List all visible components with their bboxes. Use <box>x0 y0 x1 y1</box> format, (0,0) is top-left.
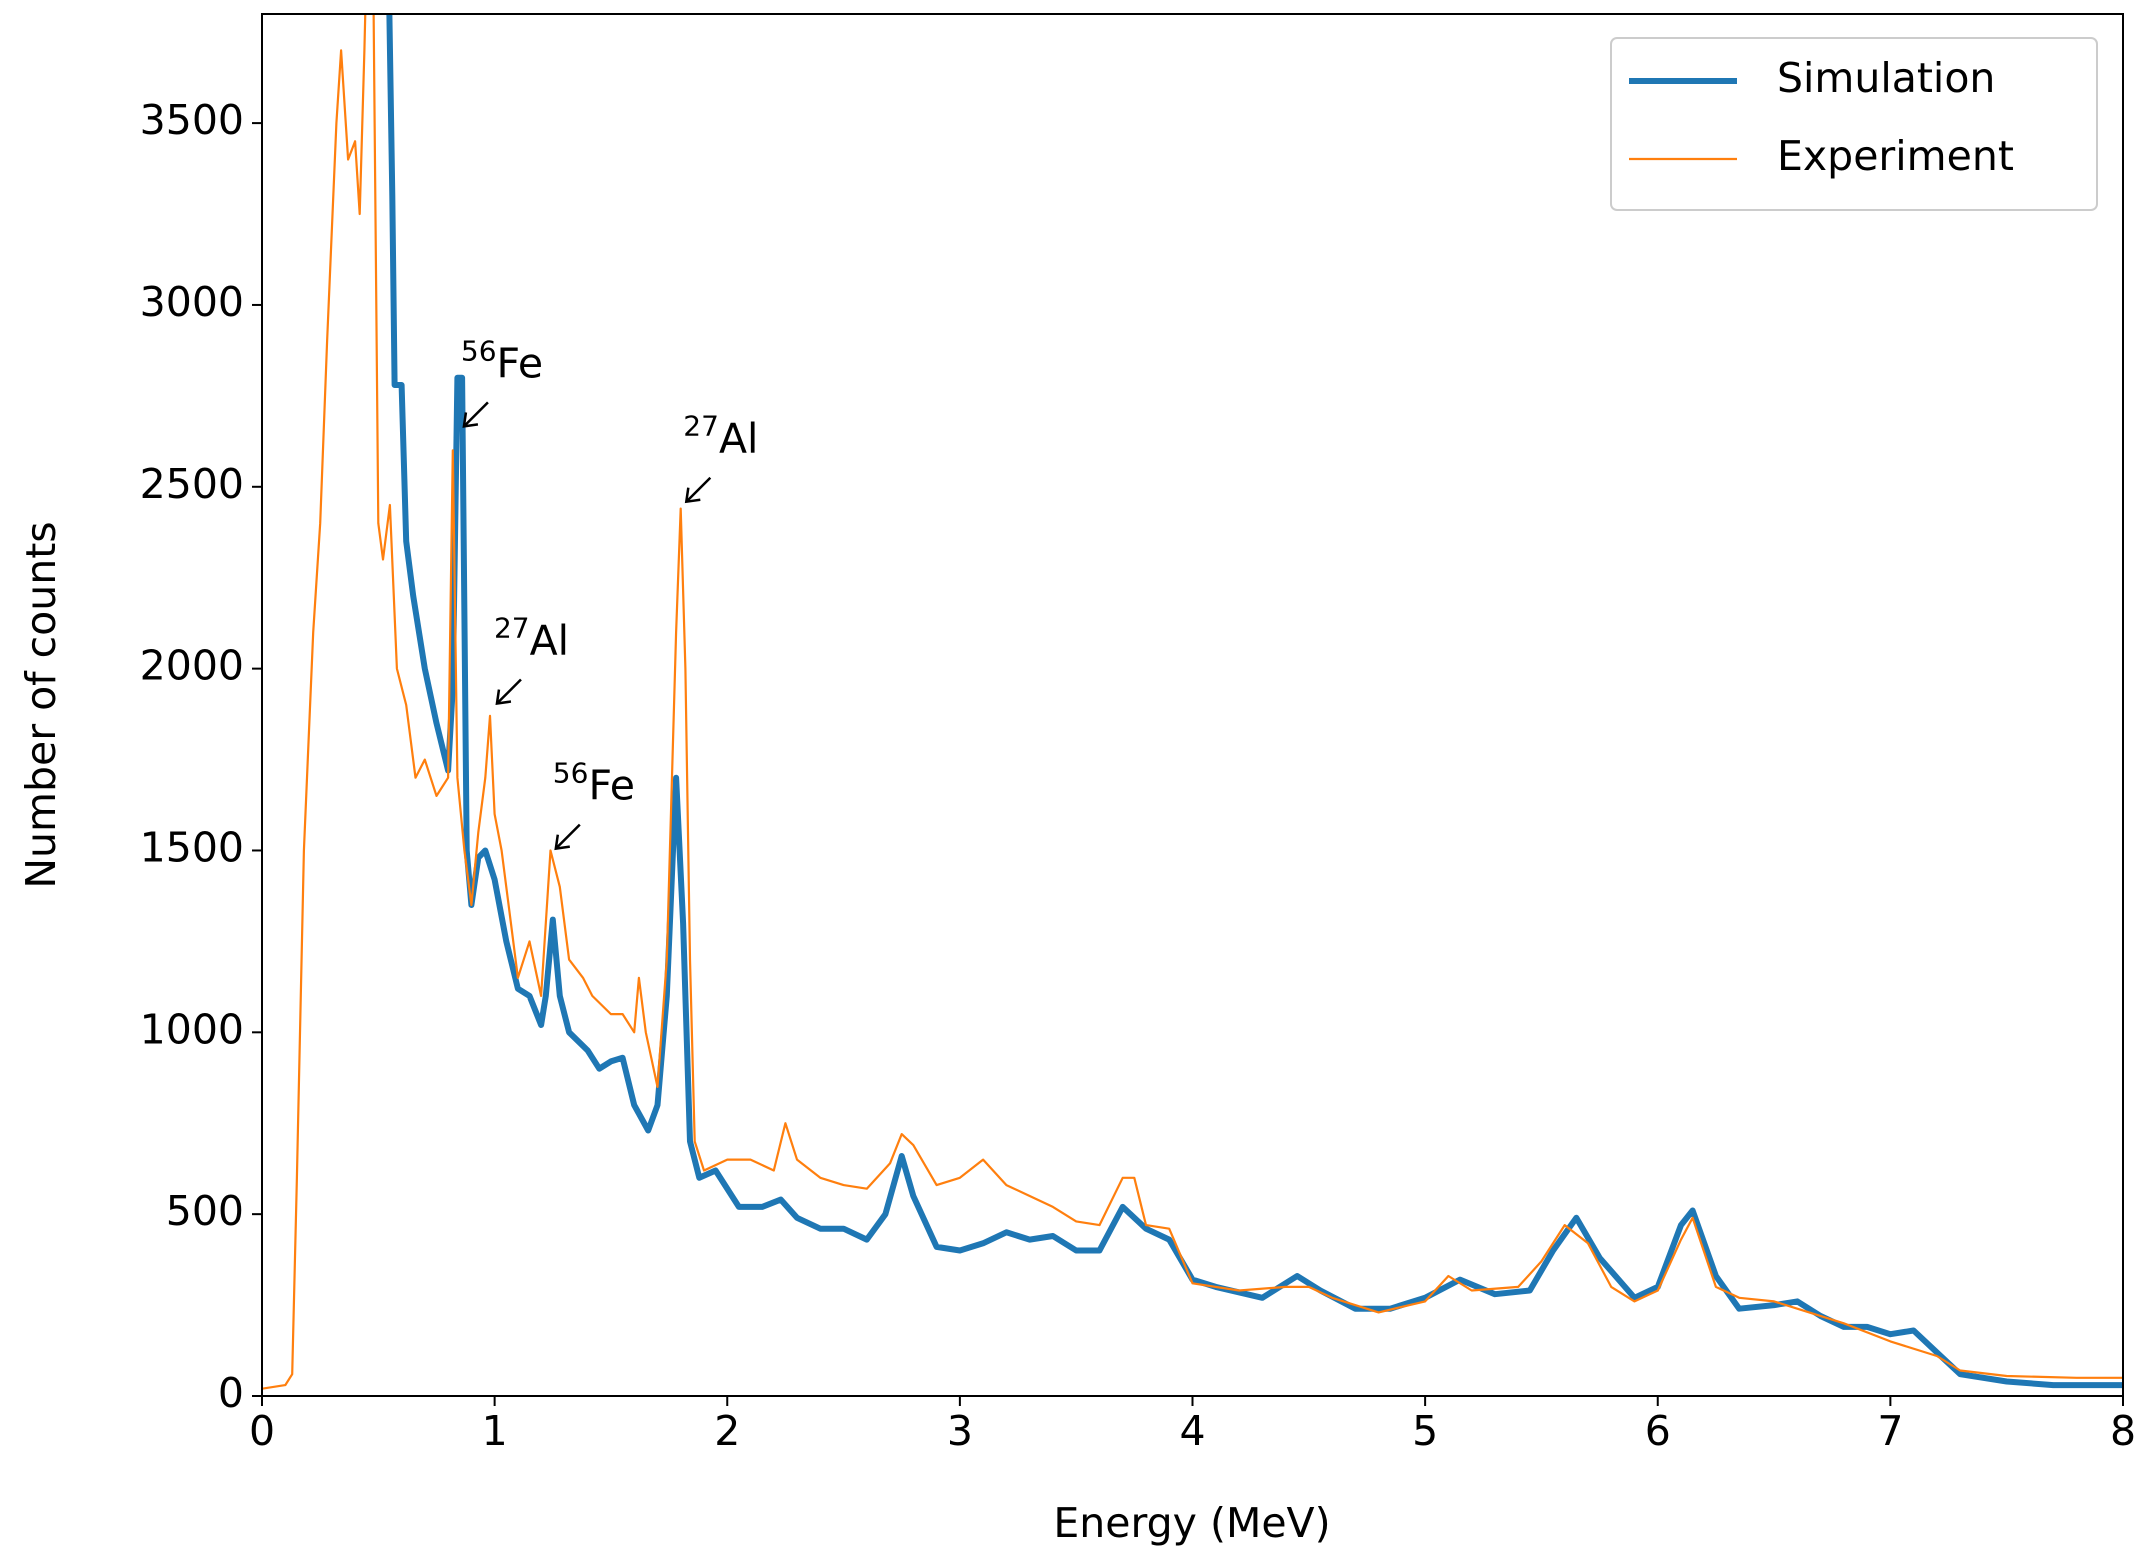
series-group <box>262 14 2123 1390</box>
annotation-mass: 56 <box>461 334 497 367</box>
x-tick-label: 3 <box>947 1407 973 1455</box>
legend-label: Simulation <box>1777 54 1995 102</box>
annotation-arrowhead <box>462 412 479 428</box>
series-line <box>262 14 2123 1390</box>
annotation-arrowhead <box>495 689 512 706</box>
y-tick-label: 0 <box>218 1369 244 1417</box>
y-tick-label: 3500 <box>140 96 244 144</box>
y-tick-label: 2000 <box>140 642 244 690</box>
annotation-label: 56Fe <box>461 334 543 387</box>
annotation-arrow <box>463 401 489 428</box>
x-tick-label: 4 <box>1179 1407 1205 1455</box>
annotation-label: 27Al <box>683 410 758 463</box>
series-group <box>386 14 2123 1389</box>
annotation-label: 27Al <box>494 612 569 665</box>
annotation-symbol: Fe <box>497 339 544 387</box>
x-axis-label: Energy (MeV) <box>1053 1499 1330 1547</box>
x-tick-label: 1 <box>482 1407 508 1455</box>
annotation-mass: 27 <box>494 612 530 645</box>
annotation-arrow <box>685 476 712 503</box>
y-tick-label: 500 <box>166 1187 244 1235</box>
x-tick-label: 0 <box>249 1407 275 1455</box>
annotation-arrow <box>496 678 522 705</box>
y-tick-label: 3000 <box>140 278 244 326</box>
plot-frame <box>261 13 2124 1397</box>
series-line <box>386 14 2123 1389</box>
x-tick-label: 7 <box>1877 1407 1903 1455</box>
x-tick-label: 6 <box>1645 1407 1671 1455</box>
annotation-mass: 56 <box>553 757 589 790</box>
annotation-symbol: Al <box>530 617 569 665</box>
y-tick-label: 1000 <box>140 1005 244 1053</box>
annotation-symbol: Al <box>719 415 758 463</box>
annotation-arrow <box>554 823 581 850</box>
y-tick-label: 1500 <box>140 823 244 871</box>
annotation-mass: 27 <box>683 410 719 443</box>
x-tick-label: 8 <box>2110 1407 2136 1455</box>
y-axis-label: Number of counts <box>17 521 65 888</box>
x-tick-label: 2 <box>714 1407 740 1455</box>
annotation-arrowhead <box>554 834 570 851</box>
legend-label: Experiment <box>1777 132 2014 180</box>
x-tick-label: 5 <box>1412 1407 1438 1455</box>
y-tick-label: 2500 <box>140 460 244 508</box>
annotation-arrowhead <box>684 487 701 504</box>
annotation-symbol: Fe <box>588 762 635 810</box>
annotation-label: 56Fe <box>553 757 635 810</box>
